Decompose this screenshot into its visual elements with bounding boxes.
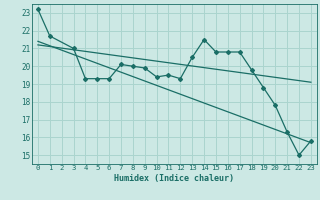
X-axis label: Humidex (Indice chaleur): Humidex (Indice chaleur)	[115, 174, 234, 183]
